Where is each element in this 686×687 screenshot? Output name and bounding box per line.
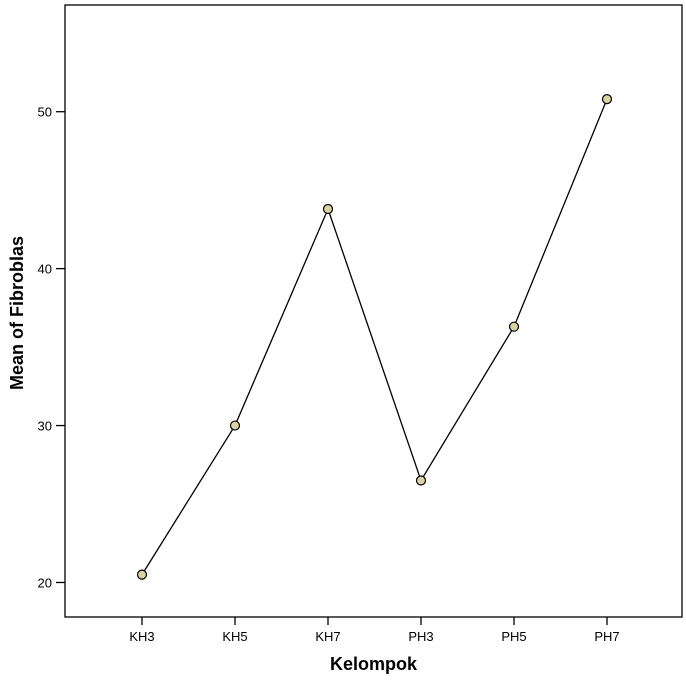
- x-tick-label: KH7: [315, 629, 340, 644]
- plot-area-frame: [64, 4, 683, 618]
- data-point-ph5: [508, 321, 520, 332]
- data-point-ph3: [415, 475, 427, 486]
- data-point-ph7: [601, 94, 613, 105]
- data-point-kh3: [136, 569, 148, 580]
- y-tick-label: 20: [38, 575, 52, 590]
- data-point-kh7: [322, 203, 334, 215]
- x-tick-label: PH3: [408, 629, 433, 644]
- y-axis: 20 30 40 50: [38, 105, 65, 590]
- x-tick-label: KH3: [129, 629, 154, 644]
- x-tick-label: PH5: [501, 629, 526, 644]
- data-point-kh5: [229, 420, 241, 431]
- x-tick-label: PH7: [594, 629, 619, 644]
- x-tick-label: KH5: [222, 629, 247, 644]
- x-axis-title: Kelompok: [330, 654, 418, 674]
- y-tick-label: 40: [38, 262, 52, 277]
- x-axis: KH3 KH5 KH7 PH3 PH5 PH7: [129, 617, 620, 644]
- y-axis-title: Mean of Fibroblas: [7, 236, 27, 390]
- y-tick-label: 30: [38, 419, 52, 434]
- y-tick-label: 50: [38, 105, 52, 120]
- series-line: [141, 98, 608, 575]
- series-group: [136, 94, 613, 580]
